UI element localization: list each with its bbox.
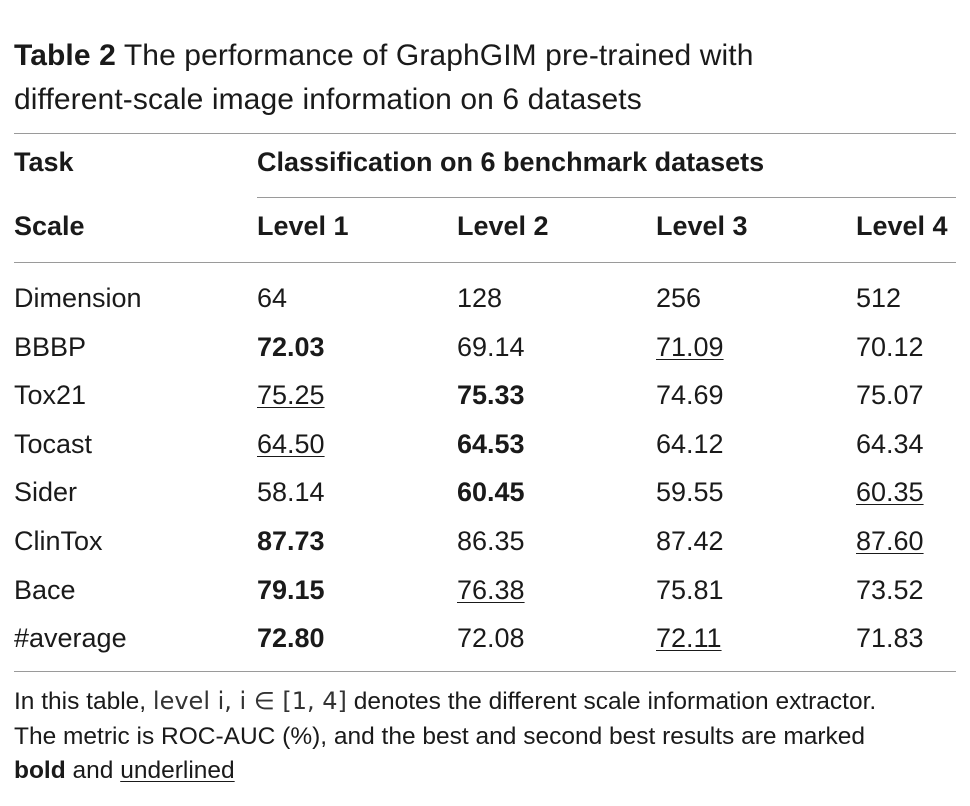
caption-line-1: Table 2 The performance of GraphGIM pre-t… <box>14 34 956 78</box>
table-cell: 71.83 <box>856 623 924 654</box>
table-label: Table 2 <box>14 39 116 72</box>
table-cell: 72.03 <box>257 331 325 362</box>
table-cell: 64.12 <box>656 428 724 459</box>
table-cell: 75.33 <box>457 380 525 411</box>
row-label: #average <box>14 623 127 654</box>
table-cell: 72.08 <box>457 623 525 654</box>
row-label: BBBP <box>14 331 87 362</box>
table-cell: 70.12 <box>856 331 924 362</box>
table-cell: 73.52 <box>856 574 924 605</box>
table-cell: 75.25 <box>257 380 325 411</box>
level-header-1: Level 1 <box>257 211 349 241</box>
bottom-rule <box>14 671 956 672</box>
table-cell: 87.42 <box>656 526 724 556</box>
level-header-3: Level 3 <box>656 211 748 241</box>
table-cell: 72.80 <box>257 623 325 654</box>
task-label: Task <box>14 147 74 177</box>
top-rule <box>14 133 956 134</box>
row-label: Tocast <box>14 428 93 459</box>
table-cell: 69.14 <box>457 331 525 362</box>
row-label: Tox21 <box>14 380 87 411</box>
footnote-text-2: denotes the different scale information … <box>346 688 877 715</box>
table-cell: 512 <box>856 283 902 313</box>
table-cell: 64.34 <box>856 428 924 459</box>
footnote-underline-word: underlined <box>120 757 235 784</box>
footnote-and-word: and <box>65 757 121 784</box>
table-cell: 72.11 <box>656 623 722 654</box>
header-sub-rule <box>257 197 956 198</box>
table-cell: 60.45 <box>457 477 525 508</box>
caption-text-1: The performance of GraphGIM pre-trained … <box>123 39 754 72</box>
footnote-line-1: In this table, level i, i ∈ [1, 4] denot… <box>14 684 956 720</box>
row-label: Bace <box>14 574 76 605</box>
table-cell: 75.07 <box>856 380 924 411</box>
table-cell: 64 <box>257 283 288 313</box>
footnote-line-2: The metric is ROC-AUC (%), and the best … <box>14 722 866 750</box>
table-cell: 86.35 <box>457 526 525 556</box>
table-cell: 79.15 <box>257 574 325 605</box>
table-cell: 60.35 <box>856 477 924 508</box>
footnote-bold-word: bold <box>14 757 66 784</box>
table-cell: 64.50 <box>257 428 325 459</box>
row-label: Dimension <box>14 283 142 313</box>
row-label: ClinTox <box>14 526 103 556</box>
table-cell: 59.55 <box>656 477 724 508</box>
header-rule <box>14 262 956 263</box>
footnote-line-3: bold and underlined <box>14 754 956 789</box>
table-caption: Table 2 The performance of GraphGIM pre-t… <box>14 34 956 122</box>
footnote-text-1: In this table, <box>14 688 153 715</box>
table-figure: Table 2 The performance of GraphGIM pre-t… <box>14 0 956 784</box>
task-value: Classification on 6 benchmark datasets <box>257 147 765 177</box>
table-footnote: In this table, level i, i ∈ [1, 4] denot… <box>14 684 956 789</box>
caption-line-2: different-scale image information on 6 d… <box>14 83 642 116</box>
table-cell: 75.81 <box>656 574 724 605</box>
row-label: Sider <box>14 477 78 508</box>
table-cell: 74.69 <box>656 380 724 411</box>
level-header-2: Level 2 <box>457 211 549 241</box>
scale-label: Scale <box>14 211 85 241</box>
table-cell: 87.73 <box>257 526 325 556</box>
level-header-4: Level 4 <box>856 211 948 241</box>
table-cell: 58.14 <box>257 477 325 508</box>
table-cell: 64.53 <box>457 428 525 459</box>
table-cell: 256 <box>656 283 702 313</box>
table-cell: 87.60 <box>856 526 924 556</box>
table-cell: 128 <box>457 283 503 313</box>
table-cell: 71.09 <box>656 331 724 362</box>
footnote-math: level i, i ∈ [1, 4] <box>152 687 347 715</box>
table-cell: 76.38 <box>457 574 525 605</box>
